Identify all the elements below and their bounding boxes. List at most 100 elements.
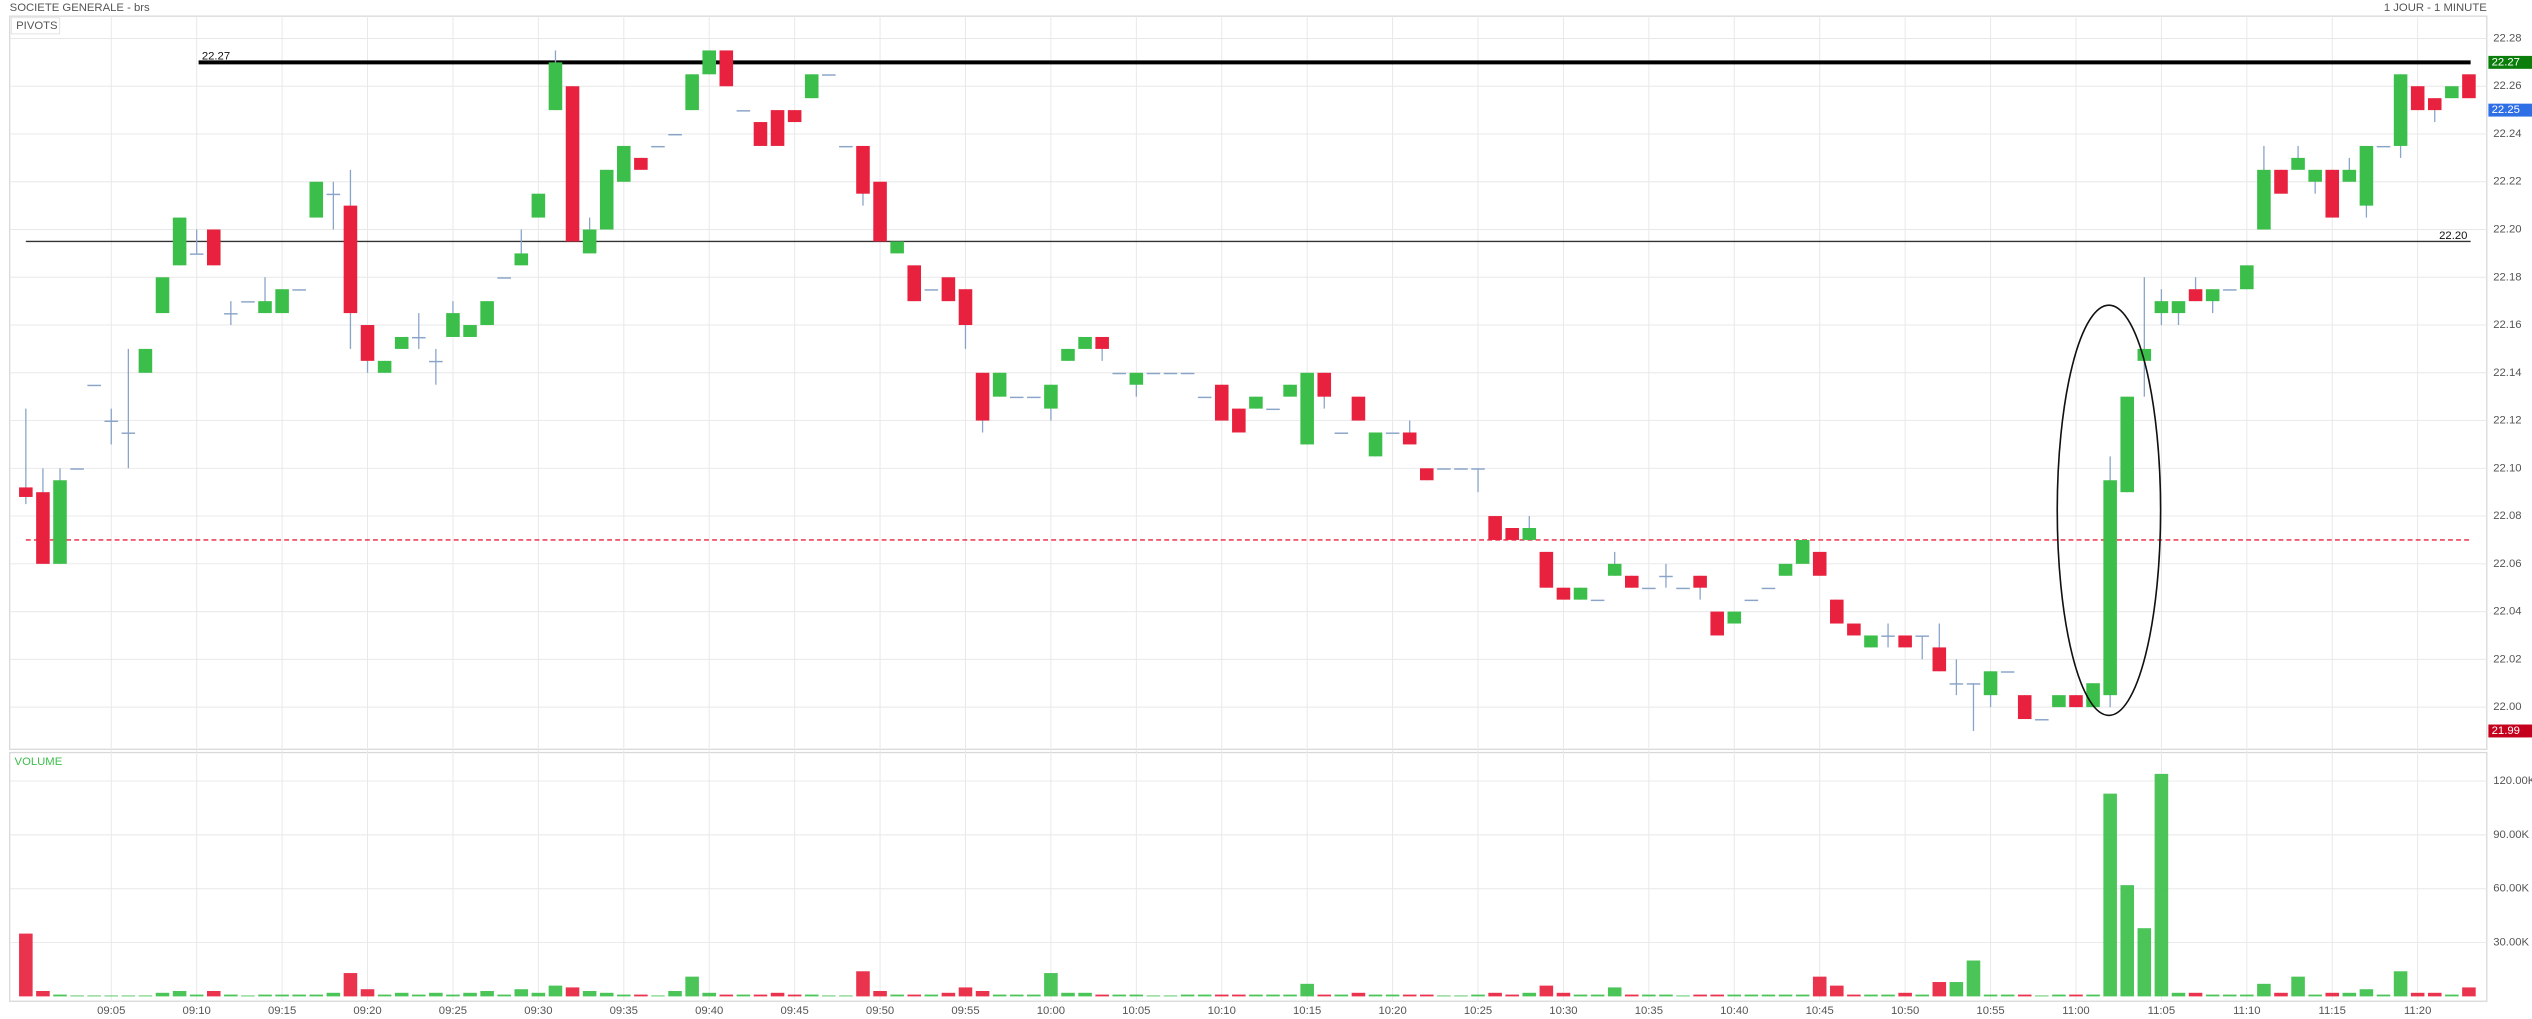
candle-body [1266, 408, 1280, 411]
volume-bar [1163, 995, 1178, 997]
candle-body [839, 145, 853, 148]
candle-body [1009, 396, 1024, 399]
volume-bar [2410, 992, 2425, 997]
candle-body [2188, 289, 2203, 302]
volume-bar [224, 994, 238, 997]
volume-bar [1044, 973, 1058, 997]
candle-body [1693, 575, 1707, 588]
candle-body [1437, 468, 1451, 470]
labels: 22.00 22.02 22.04 22.06 22.08 22.10 22.12 22.14… [97, 32, 2532, 1017]
candle-body [1334, 432, 1349, 434]
x-tick-label: 10:55 [1976, 1005, 2004, 1017]
candle-body [2086, 683, 2100, 708]
candle-body [770, 110, 785, 146]
candle-body [1232, 408, 1246, 433]
candle-body [804, 74, 819, 99]
y-tick-label: 22.06 [2493, 558, 2521, 570]
candle-body [890, 241, 904, 254]
candle-body [2035, 719, 2049, 721]
candle-body [87, 384, 101, 387]
candle-body [138, 348, 153, 373]
volume-bar [1710, 994, 1724, 997]
volume-bar [787, 994, 802, 997]
candle-body [1385, 432, 1400, 434]
candle-body [1454, 468, 1468, 470]
volume-bar [1830, 985, 1844, 997]
candle-body [1078, 336, 1092, 349]
candle-body [241, 301, 255, 303]
volume-bar [1283, 994, 1297, 997]
y-tick-label: 22.20 [2493, 224, 2521, 236]
volume-bar [2291, 976, 2305, 997]
volume-bar [1607, 987, 1622, 997]
candle-body [1283, 384, 1297, 397]
candle-body [1539, 551, 1554, 588]
candle-body [1590, 599, 1605, 602]
volume-bar [941, 992, 956, 997]
volume-tick-label: 30.00K [2493, 937, 2529, 949]
candle-body [958, 289, 973, 326]
volume-bar [2342, 992, 2357, 997]
volume-bar [1949, 982, 1964, 997]
x-tick-label: 11:10 [2233, 1005, 2260, 1017]
volume-bar [1197, 994, 1212, 997]
volume-bar [429, 992, 443, 997]
volume-bar [1385, 994, 1400, 997]
candle-body [1744, 599, 1759, 602]
candle-body [377, 360, 392, 373]
volume-bar [258, 994, 272, 997]
volume-bar [1454, 995, 1468, 997]
y-tick-label: 22.14 [2493, 367, 2521, 379]
volume-bar [446, 994, 460, 997]
candle-body [1915, 635, 1930, 637]
candle-body [2308, 169, 2322, 182]
volume-bar [70, 995, 84, 997]
y-tick-label: 22.02 [2493, 653, 2521, 665]
candle-body [1573, 587, 1588, 600]
candle-body [1625, 575, 1639, 588]
x-tick-label: 09:45 [781, 1005, 809, 1017]
volume-bar [1249, 994, 1263, 997]
volume-bar [822, 995, 836, 997]
volume-bar [1146, 995, 1161, 997]
volume-bar [907, 994, 922, 997]
volume-bar [1129, 994, 1144, 997]
candle-body [309, 181, 324, 218]
volume-bar [292, 994, 306, 997]
volume-bar [480, 991, 494, 997]
candle-body [36, 492, 50, 564]
candle-body [1146, 372, 1161, 375]
volume-tick-label: 90.00K [2493, 829, 2529, 841]
x-tick-label: 09:40 [695, 1005, 723, 1017]
candle-body [1368, 432, 1383, 457]
annotation-ellipse [2056, 304, 2162, 717]
candle-body [1351, 396, 1366, 421]
x-tick-label: 10:20 [1378, 1005, 1406, 1017]
volume-bar [1539, 985, 1554, 997]
x-tick-label: 09:50 [866, 1005, 894, 1017]
panel-label-box [10, 17, 61, 35]
volume-bar [1232, 994, 1246, 997]
candle-body [685, 74, 699, 111]
volume-bar [1676, 995, 1690, 997]
volume-bar [2120, 885, 2135, 997]
candle-body [907, 265, 922, 302]
volume-bar [2154, 773, 2169, 997]
candle-body [1966, 683, 1981, 685]
candle-body [411, 336, 426, 339]
volume-bar [668, 991, 682, 997]
candle-body [1180, 372, 1195, 375]
volume-bar [275, 994, 289, 997]
volume-bar [1419, 994, 1434, 997]
volume-bar [1351, 992, 1366, 997]
candle-body [1847, 623, 1861, 636]
candle-body [2291, 157, 2305, 170]
volume-bar [1214, 994, 1229, 997]
volume-bar [1300, 983, 1314, 997]
volume-bar [1061, 992, 1075, 997]
volume-bar [155, 992, 170, 997]
volume-bar [856, 971, 870, 997]
volume-bar [1505, 994, 1519, 997]
candle-body [975, 372, 990, 421]
candle-body [2342, 169, 2357, 182]
